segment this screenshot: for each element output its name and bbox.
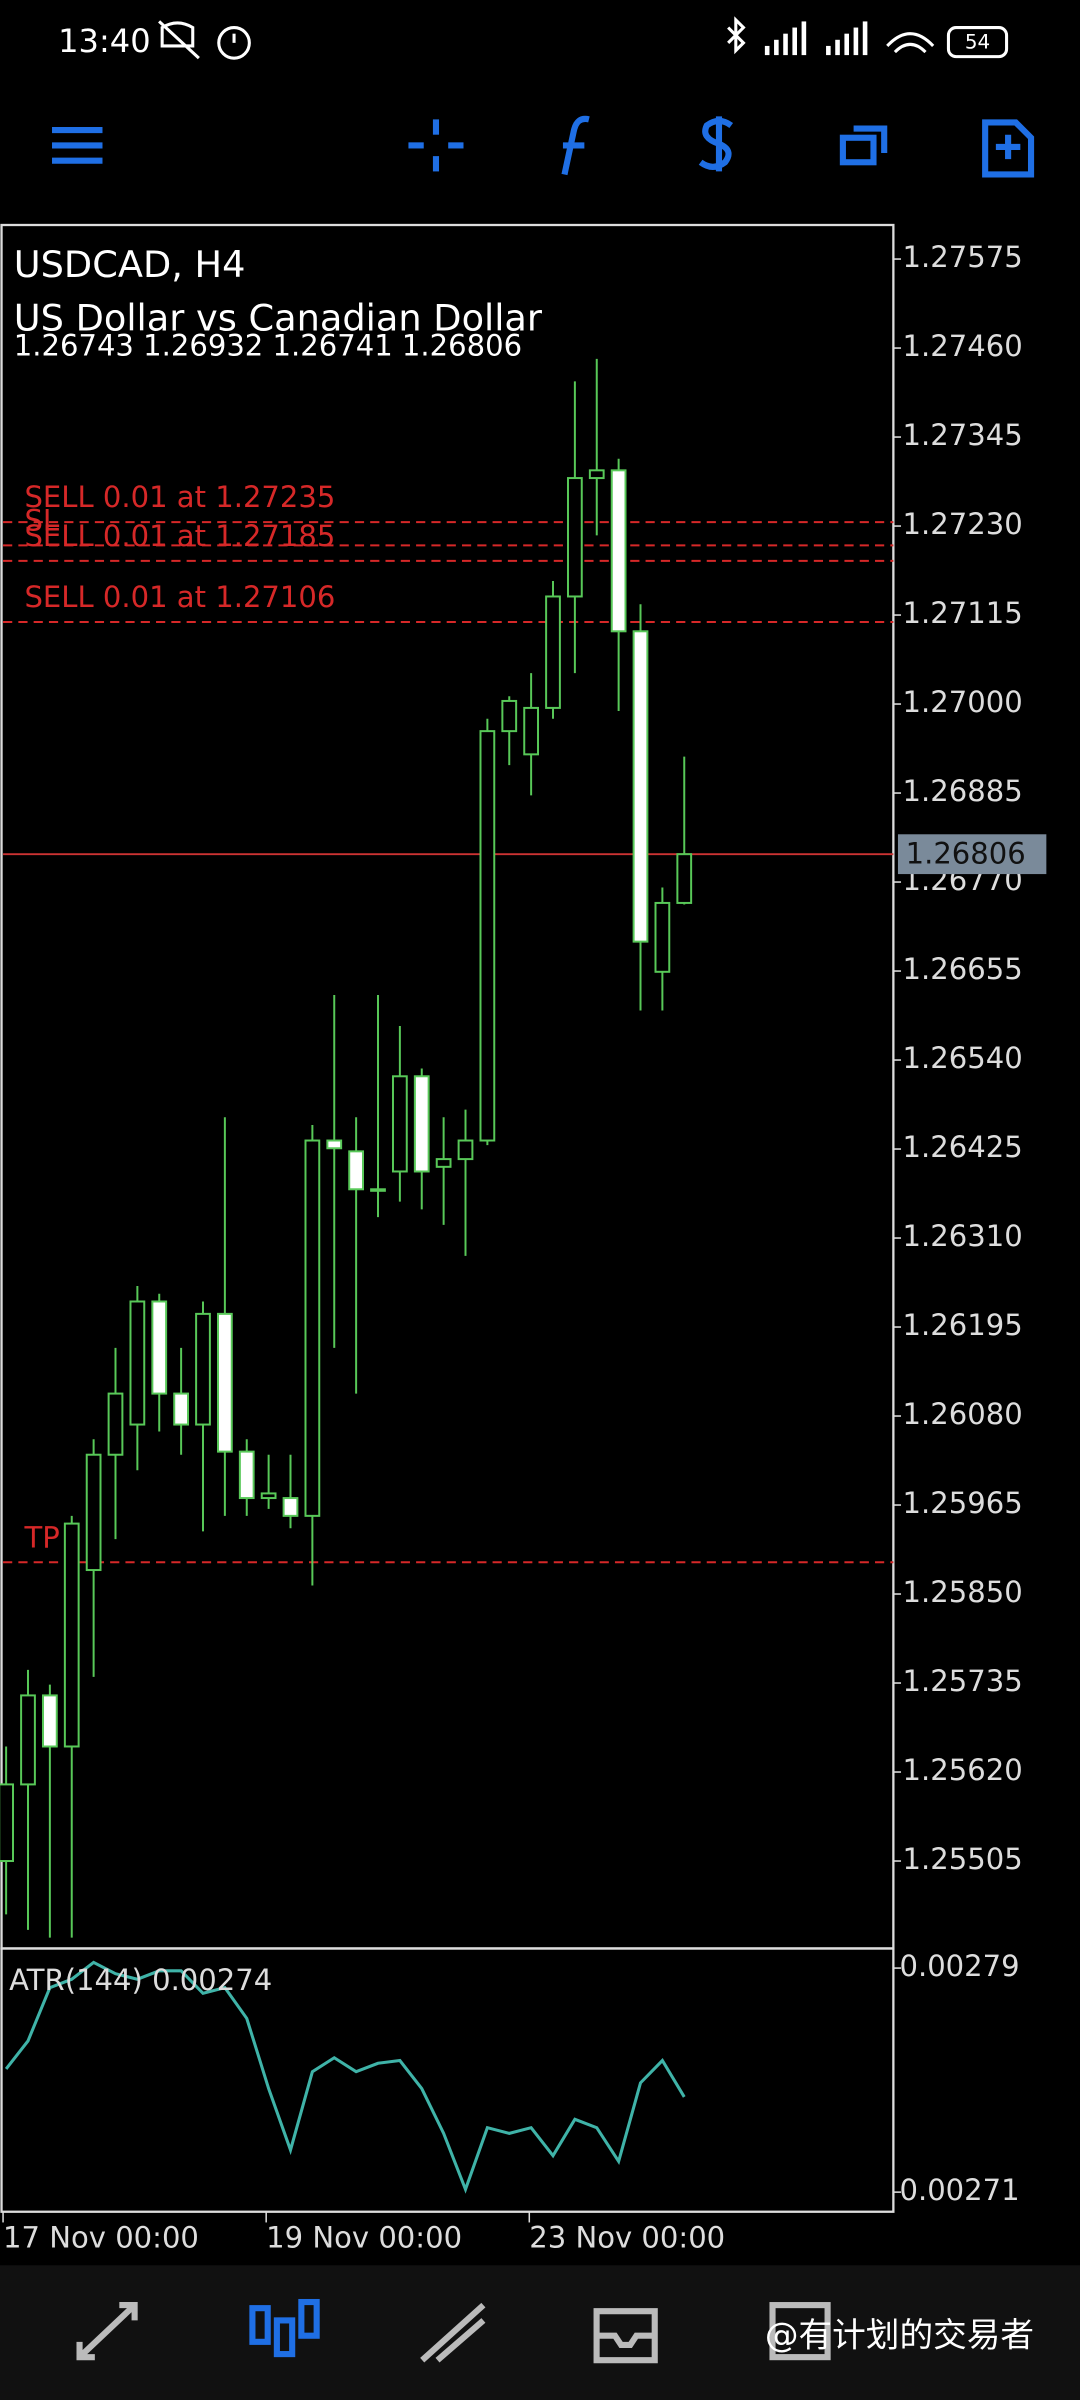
- y-tick-label: 1.25620: [903, 1753, 1023, 1787]
- price-tag-label: 1.26806: [906, 837, 1026, 871]
- y-tick-label: 1.26080: [903, 1397, 1023, 1431]
- battery-level: 54: [965, 30, 990, 53]
- x-tick-label: 17 Nov 00:00: [3, 2220, 199, 2254]
- menu-button[interactable]: [52, 127, 103, 164]
- nav-icons: [76, 2298, 831, 2364]
- messages-tab[interactable]: [769, 2302, 831, 2361]
- quotes-tab[interactable]: [76, 2302, 138, 2361]
- price-tag: [897, 834, 1047, 875]
- battery: [946, 26, 1009, 59]
- toolbar: [52, 115, 1035, 178]
- trade-tab[interactable]: [420, 2302, 486, 2363]
- y-tick-label: 1.26540: [903, 1041, 1023, 1075]
- candle-body: [216, 1312, 233, 1453]
- description: US Dollar vs Canadian Dollar: [14, 296, 543, 339]
- y-tick-label: 1.26655: [903, 952, 1023, 986]
- atr-label: ATR(144) 0.00274: [9, 1963, 272, 1997]
- candle-body: [151, 1300, 168, 1395]
- indicators-button[interactable]: [561, 115, 590, 176]
- y-tick-label: 1.25735: [903, 1664, 1023, 1698]
- order-label: SELL 0.01 at 1.27185: [24, 519, 335, 553]
- x-tick-label: 23 Nov 00:00: [529, 2220, 725, 2254]
- atr-tick-label: 0.00271: [899, 2173, 1019, 2207]
- status-icons: [158, 16, 935, 60]
- candle-body: [260, 1492, 277, 1500]
- y-tick-label: 1.25850: [903, 1575, 1023, 1609]
- candle-body: [129, 1300, 146, 1426]
- candle-body: [348, 1150, 365, 1191]
- new-order-button[interactable]: [982, 119, 1035, 178]
- watermark: @有计划的交易者: [765, 2316, 1034, 2355]
- candle-body: [41, 1694, 58, 1748]
- crosshair-button[interactable]: [408, 119, 464, 172]
- candle-body: [282, 1497, 299, 1517]
- symbol: USDCAD, H4: [14, 243, 246, 286]
- order-label: SELL 0.01 at 1.27235: [24, 480, 335, 514]
- candle-body: [479, 730, 496, 1142]
- candle-body: [107, 1392, 124, 1456]
- candle-body: [676, 853, 693, 904]
- y-tick-label: 1.26885: [903, 774, 1023, 808]
- y-tick-label: 1.26195: [903, 1308, 1023, 1342]
- candle-body: [20, 1694, 36, 1786]
- y-tick-label: 1.25965: [903, 1486, 1023, 1520]
- candle-body: [326, 1139, 343, 1150]
- candle-body: [195, 1312, 211, 1426]
- y-tick-label: 1.25505: [903, 1842, 1023, 1876]
- history-tab[interactable]: [593, 2308, 658, 2364]
- candle-body: [304, 1139, 321, 1517]
- candle-body: [523, 706, 540, 756]
- candle-body: [435, 1158, 452, 1168]
- y-tick-label: 1.27460: [903, 329, 1023, 363]
- candle-body: [0, 1783, 14, 1863]
- bottom-nav: [0, 2265, 1080, 2400]
- atr-frame: [0, 1947, 895, 2213]
- candle-body: [457, 1139, 474, 1161]
- candle-body: [370, 1188, 386, 1192]
- y-tick-label: 1.27115: [903, 596, 1023, 630]
- y-tick-label: 1.27000: [903, 685, 1023, 719]
- candle-body: [610, 469, 627, 633]
- candle-body: [588, 469, 605, 480]
- y-tick-label: 1.27575: [903, 240, 1023, 274]
- atr-line: [4, 1960, 686, 2194]
- sl-label: SL: [24, 503, 59, 537]
- windows-button[interactable]: [839, 125, 888, 166]
- candle-body: [63, 1522, 80, 1748]
- x-tick-label: 19 Nov 00:00: [266, 2220, 462, 2254]
- chart-tab[interactable]: [249, 2298, 320, 2358]
- candle-body: [654, 901, 671, 973]
- tp-label: TP: [23, 1520, 59, 1554]
- candle-body: [85, 1453, 102, 1572]
- candle-body: [173, 1392, 190, 1426]
- candle-body: [545, 595, 561, 709]
- order-label: SELL 0.01 at 1.27106: [24, 580, 335, 614]
- trade-button[interactable]: [698, 116, 734, 172]
- clock: 13:40: [58, 22, 151, 60]
- candle-body: [632, 630, 649, 943]
- candle-body: [413, 1075, 430, 1173]
- candle-body: [566, 477, 583, 598]
- signal-bars: [764, 21, 868, 56]
- atr-tick-label: 0.00279: [899, 1949, 1019, 1983]
- y-tick-label: 1.27345: [903, 418, 1023, 452]
- y-tick-label: 1.26310: [903, 1219, 1023, 1253]
- candle-body: [391, 1075, 408, 1173]
- y-tick-label: 1.26425: [903, 1130, 1023, 1164]
- candle-body: [501, 699, 518, 733]
- y-tick-label: 1.27230: [903, 507, 1023, 541]
- ohlc-line: 1.26743 1.26932 1.26741 1.26806: [14, 328, 522, 362]
- candle-body: [238, 1450, 255, 1500]
